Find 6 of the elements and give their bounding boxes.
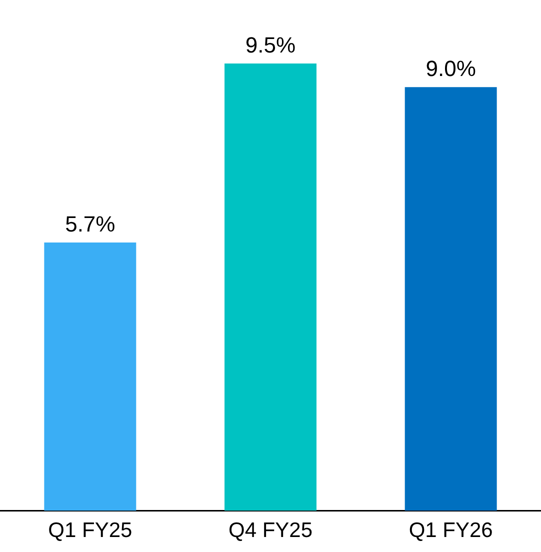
data-label: 9.5% (245, 32, 296, 58)
x-tick-label: Q1 FY25 (48, 519, 132, 542)
data-label: 9.0% (426, 56, 476, 82)
data-label: 5.7% (65, 212, 116, 237)
x-tick-label: Q1 FY26 (408, 519, 493, 542)
x-tick-label: Q4 FY25 (228, 519, 313, 542)
